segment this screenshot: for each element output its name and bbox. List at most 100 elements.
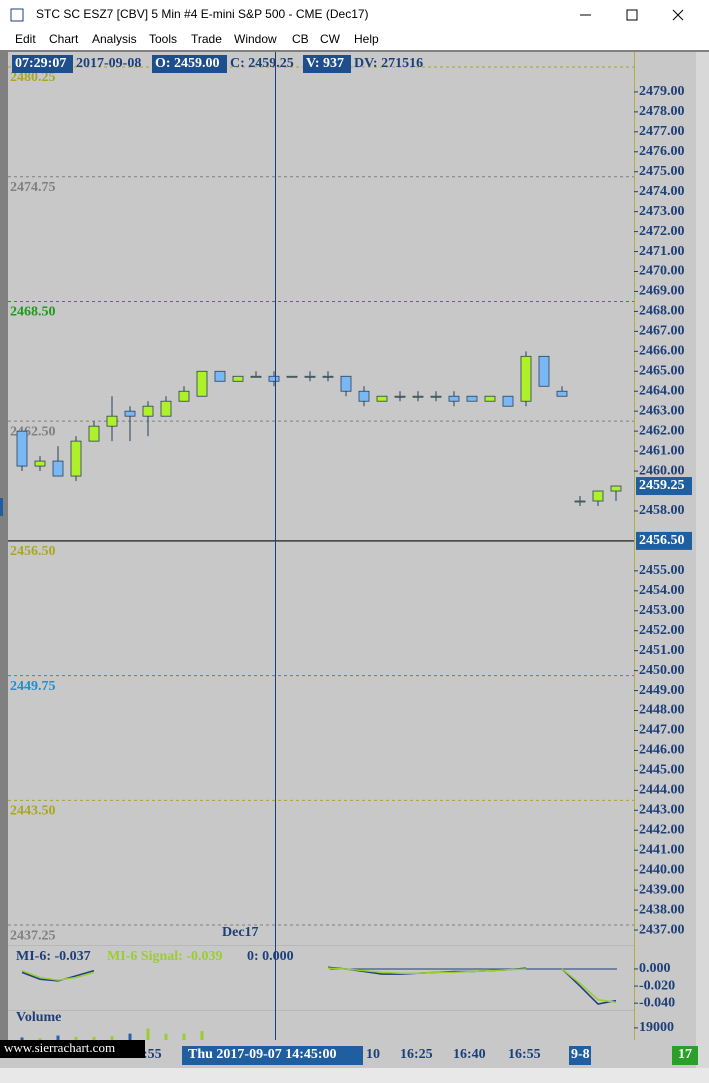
y-tick-label: 2442.00 (639, 822, 685, 837)
maximize-button[interactable] (626, 9, 638, 21)
y-tick-label: 2466.00 (639, 344, 685, 359)
corner-label: 17 (678, 1047, 692, 1062)
y-tick-label: 2438.00 (639, 902, 685, 917)
session-label-box (569, 1046, 591, 1065)
y-tick-label: 2460.00 (639, 463, 685, 478)
session-label: 9-8 (571, 1047, 590, 1062)
header-open: O: 2459.00 (155, 56, 220, 71)
candle-body (214, 370, 226, 382)
candle-body (592, 490, 604, 502)
level-label: 2456.50 (10, 544, 56, 559)
y-tick-label: 2437.00 (639, 922, 685, 937)
neighbor-window (696, 52, 709, 1068)
y-tick-label: 2452.00 (639, 623, 685, 638)
level-label: 2474.75 (10, 180, 56, 195)
candle-body (304, 375, 316, 378)
y-tick-label: 2475.00 (639, 164, 685, 179)
candle-body (430, 395, 442, 398)
candle-body (502, 395, 514, 407)
x-tick-label: 16:55 (508, 1047, 541, 1062)
y-tick-label: 2468.00 (639, 304, 685, 319)
level-label: 2468.50 (10, 305, 56, 320)
y-tick-label: 2469.00 (639, 284, 685, 299)
candle-body (106, 415, 118, 427)
y-tick-label: 2479.00 (639, 84, 685, 99)
candle-body (52, 460, 64, 477)
header-box (303, 55, 351, 73)
candle-body (466, 395, 478, 402)
y-tick-label: 2470.00 (639, 264, 685, 279)
candle-body (610, 485, 622, 492)
candle-body (340, 375, 352, 392)
menu-item[interactable]: Edit (15, 32, 36, 46)
corner-box (672, 1046, 698, 1065)
y-tick-label: 2440.00 (639, 862, 685, 877)
x-tick-label: 16:40 (453, 1047, 486, 1062)
y-tick-label: 0.000 (639, 961, 671, 976)
indicator-line (327, 967, 527, 974)
candle-body (448, 395, 460, 402)
y-tick-label: 2439.00 (639, 882, 685, 897)
menu-item[interactable]: Window (234, 32, 277, 46)
indicator-line (21, 969, 95, 981)
header-volume: V: 937 (306, 56, 344, 71)
y-tick-label: 2446.00 (639, 743, 685, 758)
window-title: STC SC ESZ7 [CBV] 5 Min #4 E-mini S&P 50… (36, 7, 369, 21)
watermark: www.sierrachart.com (4, 1040, 115, 1055)
menu-item[interactable]: Analysis (92, 32, 137, 46)
price-marker (636, 531, 692, 550)
candle-body (286, 375, 298, 378)
y-tick-label: 2471.00 (639, 244, 685, 259)
candle-body (358, 390, 370, 402)
price-marker-label: 2456.50 (639, 533, 685, 548)
y-tick-label: 2450.00 (639, 663, 685, 678)
candle-body (484, 395, 496, 402)
x-tick-label: 16:25 (400, 1047, 433, 1062)
level-label: 2443.50 (10, 804, 56, 819)
indicator-label: 0: 0.000 (247, 949, 294, 964)
menu-item[interactable]: CW (320, 32, 341, 46)
menu-item[interactable]: CB (292, 32, 309, 46)
candle-body (124, 410, 136, 417)
candle-body (178, 390, 190, 402)
y-tick-label: 2472.00 (639, 224, 685, 239)
y-tick-label: 2448.00 (639, 703, 685, 718)
candle-body (412, 395, 424, 398)
candle-body (538, 355, 550, 387)
candle-body (250, 375, 262, 378)
header-date: 2017-09-08 (76, 56, 141, 71)
y-tick-label: 2454.00 (639, 583, 685, 598)
app-icon (10, 8, 24, 22)
y-tick-label: 2467.00 (639, 324, 685, 339)
candle-body (394, 395, 406, 398)
volume-bar (38, 1038, 42, 1040)
y-tick-label: 2443.00 (639, 803, 685, 818)
candle-body (160, 400, 172, 417)
y-tick-label: 2462.00 (639, 423, 685, 438)
candle-body (268, 375, 280, 382)
header-box (12, 55, 73, 73)
close-button[interactable] (672, 9, 684, 21)
candle-body (232, 375, 244, 382)
header-dv: DV: 271516 (354, 56, 423, 71)
y-tick-label: 19000 (639, 1020, 674, 1035)
candle-body (520, 355, 532, 402)
volume-bar (146, 1028, 150, 1040)
y-tick-label: 2444.00 (639, 783, 685, 798)
candle-body (376, 395, 388, 402)
y-tick-label: 2464.00 (639, 383, 685, 398)
header-close: C: 2459.25 (230, 56, 294, 71)
menu-item[interactable]: Chart (49, 32, 79, 46)
y-tick-label: 2458.00 (639, 503, 685, 518)
menu-item[interactable]: Tools (149, 32, 177, 46)
y-tick-label: 2449.00 (639, 683, 685, 698)
menu-item[interactable]: Trade (191, 32, 222, 46)
volume-bar (56, 1035, 60, 1040)
y-tick-label: 2474.00 (639, 184, 685, 199)
symbol-label: Dec17 (222, 925, 259, 940)
y-tick-label: 2477.00 (639, 124, 685, 139)
edge-marker (0, 498, 3, 516)
menu-item[interactable]: Help (354, 32, 379, 46)
x-tick-label: 10 (366, 1047, 380, 1062)
